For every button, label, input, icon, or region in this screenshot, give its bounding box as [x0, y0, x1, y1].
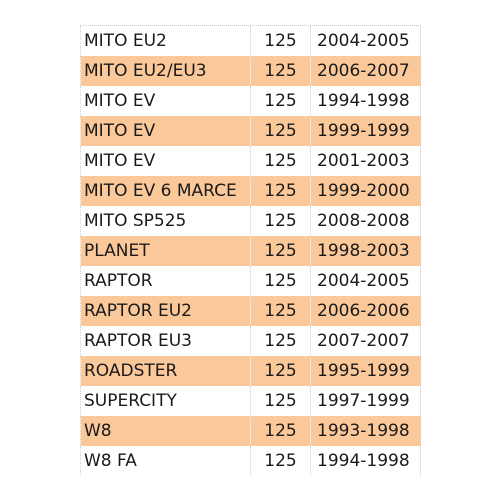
displacement-cell: 125 [251, 26, 311, 56]
displacement-cell: 125 [251, 146, 311, 176]
displacement-cell: 125 [251, 206, 311, 236]
displacement-cell: 125 [251, 236, 311, 266]
displacement-cell: 125 [251, 116, 311, 146]
model-cell: MITO EU2/EU3 [81, 56, 251, 86]
years-cell: 2006-2006 [311, 296, 421, 326]
years-cell: 1995-1999 [311, 356, 421, 386]
years-cell: 1999-1999 [311, 116, 421, 146]
years-cell: 2004-2005 [311, 266, 421, 296]
model-cell: ROADSTER [81, 356, 251, 386]
years-cell: 2006-2007 [311, 56, 421, 86]
displacement-cell: 125 [251, 86, 311, 116]
table-row: MITO EU2 125 2004-2005 [81, 26, 421, 56]
displacement-cell: 125 [251, 416, 311, 446]
model-cell: W8 [81, 416, 251, 446]
years-cell: 1994-1998 [311, 446, 421, 476]
table-row: ROADSTER 125 1995-1999 [81, 356, 421, 386]
compatibility-table-container: MITO EU2 125 2004-2005 MITO EU2/EU3 125 2006-… [80, 25, 421, 476]
model-cell: RAPTOR EU3 [81, 326, 251, 356]
model-cell: SUPERCITY [81, 386, 251, 416]
displacement-cell: 125 [251, 266, 311, 296]
table-row: RAPTOR EU2 125 2006-2006 [81, 296, 421, 326]
table-row: RAPTOR EU3 125 2007-2007 [81, 326, 421, 356]
table-row: MITO EV 125 1999-1999 [81, 116, 421, 146]
table-row: MITO EV 125 2001-2003 [81, 146, 421, 176]
model-cell: PLANET [81, 236, 251, 266]
table-row: SUPERCITY 125 1997-1999 [81, 386, 421, 416]
model-cell: MITO EV [81, 116, 251, 146]
model-cell: RAPTOR [81, 266, 251, 296]
displacement-cell: 125 [251, 356, 311, 386]
model-cell: W8 FA [81, 446, 251, 476]
table-row: PLANET 125 1998-2003 [81, 236, 421, 266]
years-cell: 1998-2003 [311, 236, 421, 266]
years-cell: 2007-2007 [311, 326, 421, 356]
model-cell: MITO EV [81, 86, 251, 116]
years-cell: 2008-2008 [311, 206, 421, 236]
model-cell: MITO EV [81, 146, 251, 176]
table-row: MITO EU2/EU3 125 2006-2007 [81, 56, 421, 86]
years-cell: 2004-2005 [311, 26, 421, 56]
compatibility-table: MITO EU2 125 2004-2005 MITO EU2/EU3 125 2006-… [80, 26, 421, 476]
model-cell: MITO EU2 [81, 26, 251, 56]
model-cell: MITO EV 6 MARCE [81, 176, 251, 206]
years-cell: 1997-1999 [311, 386, 421, 416]
displacement-cell: 125 [251, 446, 311, 476]
table-row: RAPTOR 125 2004-2005 [81, 266, 421, 296]
table-row: W8 FA 125 1994-1998 [81, 446, 421, 476]
table-row: MITO SP525 125 2008-2008 [81, 206, 421, 236]
model-cell: RAPTOR EU2 [81, 296, 251, 326]
table-row: W8 125 1993-1998 [81, 416, 421, 446]
table-row: MITO EV 6 MARCE 125 1999-2000 [81, 176, 421, 206]
model-cell: MITO SP525 [81, 206, 251, 236]
displacement-cell: 125 [251, 386, 311, 416]
table-row: MITO EV 125 1994-1998 [81, 86, 421, 116]
displacement-cell: 125 [251, 296, 311, 326]
years-cell: 1994-1998 [311, 86, 421, 116]
displacement-cell: 125 [251, 56, 311, 86]
displacement-cell: 125 [251, 176, 311, 206]
years-cell: 1999-2000 [311, 176, 421, 206]
displacement-cell: 125 [251, 326, 311, 356]
compatibility-table-body: MITO EU2 125 2004-2005 MITO EU2/EU3 125 2006-… [81, 26, 421, 476]
years-cell: 2001-2003 [311, 146, 421, 176]
years-cell: 1993-1998 [311, 416, 421, 446]
